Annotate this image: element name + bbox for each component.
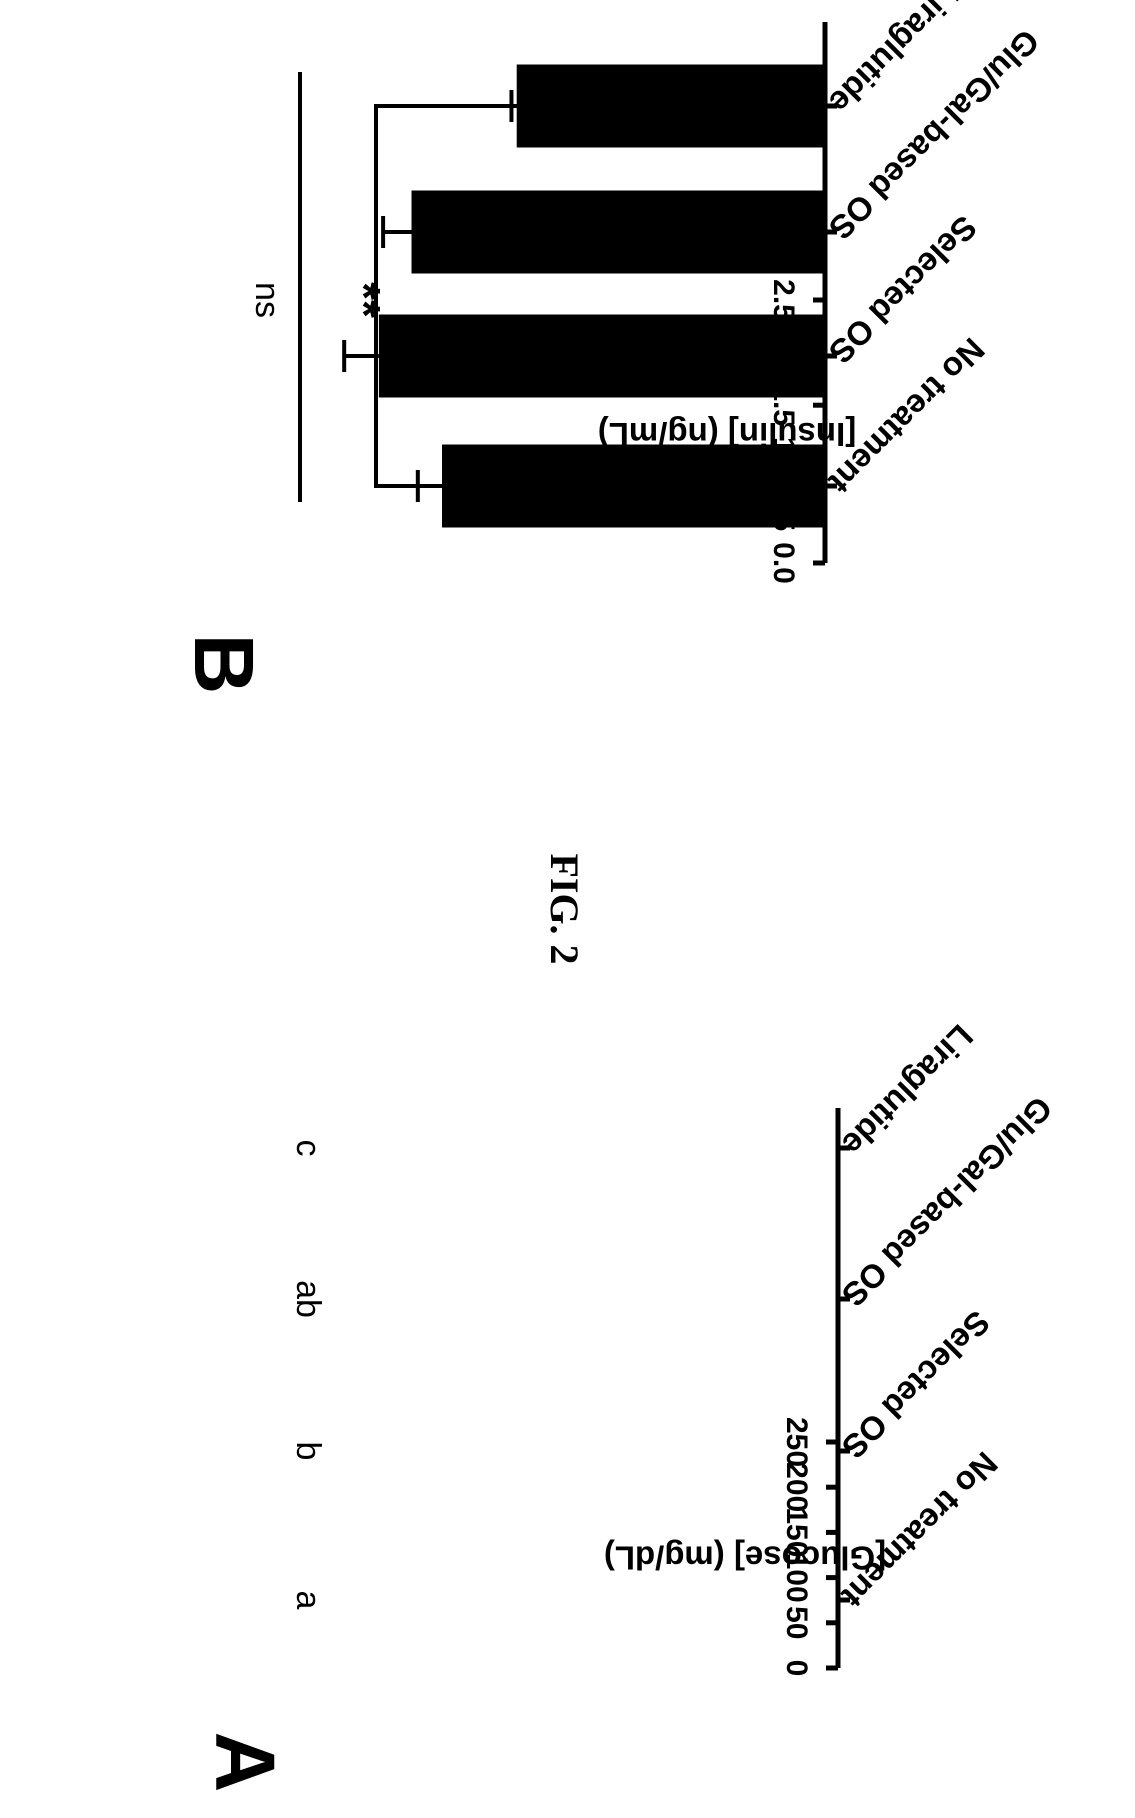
value-tick-label: 0.0 xyxy=(767,542,800,584)
figure-title: FIG. 2 xyxy=(542,853,587,964)
significance-letter: ab xyxy=(289,1280,327,1318)
bar xyxy=(411,190,825,274)
bar xyxy=(378,314,825,398)
panel-letter: A xyxy=(198,1732,292,1793)
significance-stars: ** xyxy=(338,282,390,318)
value-axis-label: [Glucose] (mg/dL) xyxy=(604,1539,886,1576)
value-tick-label: 250 xyxy=(780,1417,813,1467)
significance-letter: b xyxy=(289,1442,327,1461)
significance-ns: ns xyxy=(248,282,286,318)
panel-letter: B xyxy=(177,634,271,695)
value-tick-label: 100 xyxy=(780,1553,813,1603)
value-tick-label: 150 xyxy=(780,1507,813,1557)
category-label: Glu/Gal-based OS xyxy=(822,22,1047,247)
bar xyxy=(442,444,825,528)
significance-letter: a xyxy=(289,1591,327,1610)
value-tick-label: 2.5 xyxy=(767,279,800,321)
comparison-bracket-stars xyxy=(374,104,760,488)
panel-b-chart: 0.00.51.01.52.02.5[Insulin] (ng/mL)BNo t… xyxy=(177,0,1047,694)
value-tick-label: 50 xyxy=(780,1606,813,1639)
value-tick-label: 0 xyxy=(780,1660,813,1677)
category-label: No treatment xyxy=(835,1445,1005,1615)
category-label: Selected OS xyxy=(835,1304,997,1466)
value-tick-label: 200 xyxy=(780,1462,813,1512)
significance-letter: c xyxy=(289,1140,327,1157)
category-label: Liraglutide xyxy=(835,1018,980,1163)
